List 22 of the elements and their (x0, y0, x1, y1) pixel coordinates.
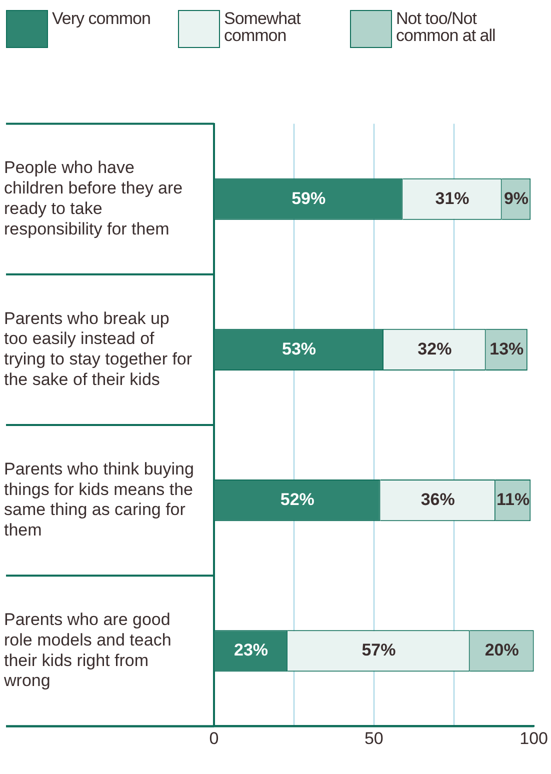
y-tick-label: Parents who break up too easily instead of trying to stay together for the sake of their kids (4, 308, 192, 389)
legend-label: Not too/Not common at all (396, 9, 496, 45)
x-tick-label: 0 (209, 729, 219, 748)
data-label: 31% (435, 188, 470, 208)
y-tick-label: Parents who think buying things for kids means the same thing as caring for them (4, 459, 194, 540)
data-label: 57% (362, 640, 396, 660)
legend-label: Very common (52, 9, 152, 28)
data-label: 20% (484, 640, 519, 660)
y-tick-label: People who have children before they are ready to take responsibility for them (4, 158, 183, 238)
legend-label: Somewhat common (224, 9, 302, 45)
data-label: 9% (504, 188, 529, 208)
data-label: 53% (282, 339, 316, 358)
x-tick-label: 50 (364, 729, 384, 748)
data-label: 36% (420, 490, 455, 509)
data-label: 32% (418, 339, 452, 358)
x-tick-label: 100 (520, 729, 548, 748)
data-label: 59% (292, 188, 326, 208)
data-label: 52% (280, 490, 314, 509)
data-label: 11% (496, 490, 530, 509)
data-label: 13% (490, 339, 524, 358)
data-label: 23% (234, 640, 268, 660)
y-tick-label: Parents who are good role models and teach their kids right from wrong (3, 610, 172, 690)
